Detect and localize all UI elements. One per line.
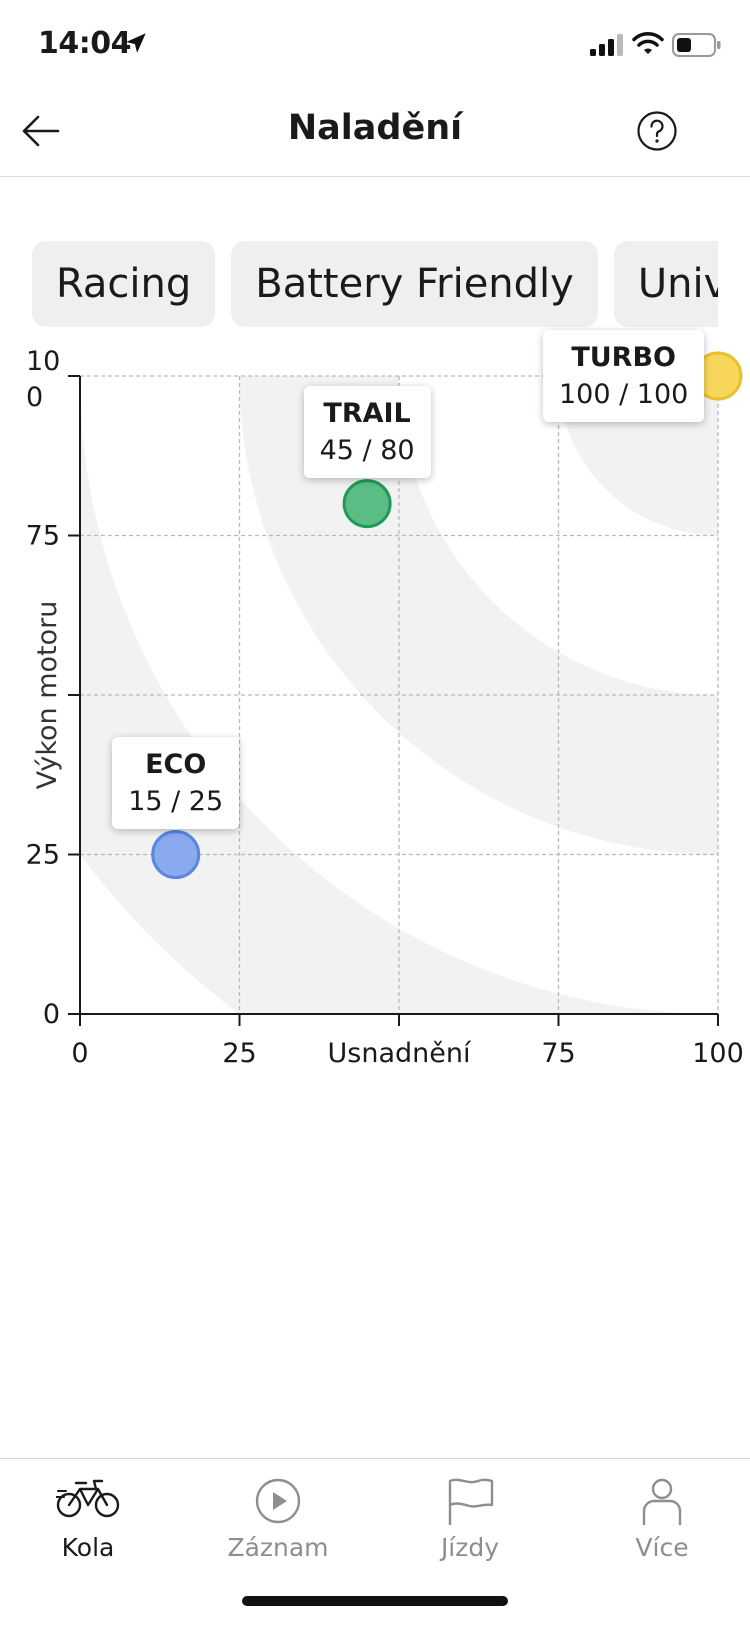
tooltip-name: TRAIL [323,397,411,429]
help-icon[interactable] [636,110,678,152]
tab-jizdy-label: Jízdy [440,1533,500,1562]
status-bar: 14:04 [0,0,750,90]
person-icon [642,1478,682,1525]
tab-kola[interactable]: Kola [8,1459,168,1569]
tab-zaznam[interactable]: Záznam [198,1459,358,1569]
tab-jizdy[interactable]: Jízdy [390,1459,550,1569]
tooltip-value: 45 / 80 [319,434,415,466]
tooltip-turbo: TURBO 100 / 100 [543,330,705,422]
background-bands [80,376,718,1014]
chip-battery-friendly[interactable]: Battery Friendly [231,241,598,327]
tuning-chart: 0 25 Usnadnění 75 100 0 25 75 10 0 Výkon motoru EC… [0,330,750,1070]
play-circle-icon [255,1478,301,1524]
tooltip-eco: ECO 15 / 25 [112,736,240,829]
x-tick-label: 75 [541,1038,575,1069]
tab-kola-label: Kola [61,1533,115,1562]
status-time: 14:04 [38,26,132,61]
x-tick-label: 100 [692,1038,744,1069]
tab-vice[interactable]: Více [582,1459,742,1569]
bike-icon [56,1479,120,1518]
y-tick-label: 0 [26,382,43,413]
x-tick-label: 0 [71,1038,88,1069]
y-axis-title: Výkon motoru [32,601,63,790]
tooltip-value: 100 / 100 [559,379,689,410]
point-trail [342,479,392,529]
navigation-bar: Naladění [0,90,750,177]
y-tick-label: 0 [43,999,60,1030]
tooltip-name: ECO [145,748,207,780]
tooltip-value: 15 / 25 [128,785,224,817]
chip-racing[interactable]: Racing [32,241,216,327]
profile-chips: Racing Battery Friendly Univ [0,241,718,329]
chip-universal[interactable]: Univ [613,241,718,327]
tab-zaznam-label: Záznam [227,1533,329,1562]
y-tick-label: 75 [26,521,60,552]
point-eco [151,830,201,879]
cellular-signal-icon [590,34,623,56]
back-arrow-icon[interactable] [18,108,64,154]
tab-vice-label: Více [635,1533,689,1562]
x-axis-title: Usnadnění [328,1038,472,1069]
flag-icon [448,1478,494,1525]
battery-icon [672,33,721,57]
home-indicator [242,1596,508,1606]
wifi-icon [632,32,664,54]
y-tick-label: 25 [26,840,60,871]
x-tick-label: 25 [222,1038,256,1069]
y-tick-label: 10 [26,346,60,377]
tooltip-name: TURBO [571,342,676,373]
page-title: Naladění [287,108,463,148]
tab-bar: Kola Záznam Jízdy Více [0,1458,750,1625]
location-arrow-icon [126,33,146,53]
tooltip-trail: TRAIL 45 / 80 [303,385,431,478]
